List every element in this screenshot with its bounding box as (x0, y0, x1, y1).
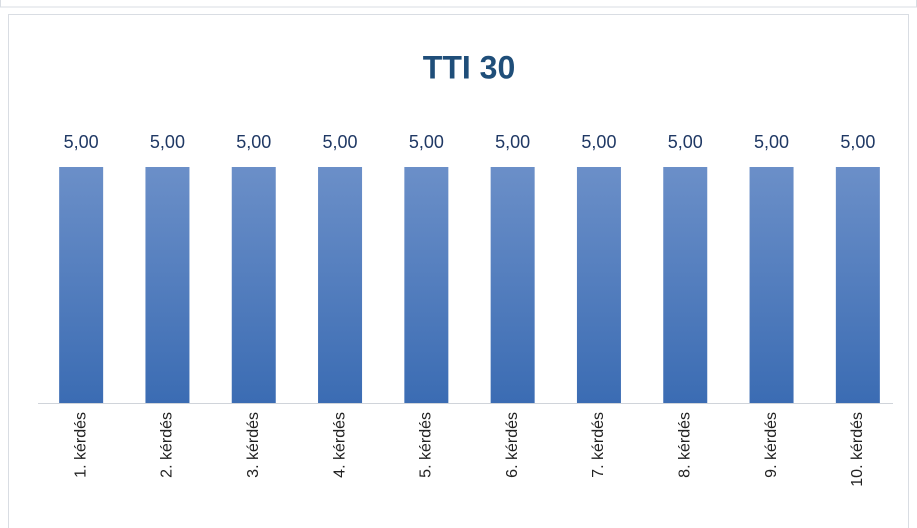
bar (576, 167, 621, 403)
x-tick-label: 5. kérdés (418, 412, 435, 478)
bar (835, 167, 880, 403)
data-label: 5,00 (64, 132, 99, 152)
x-tick-label: 7. kérdés (590, 412, 607, 478)
bar (663, 167, 708, 403)
bar (231, 167, 276, 403)
bar (145, 167, 190, 403)
bar (490, 167, 535, 403)
data-label: 5,00 (495, 132, 530, 152)
data-label: 5,00 (581, 132, 616, 152)
x-tick-label: 4. kérdés (331, 412, 348, 478)
x-tick-label: 2. kérdés (159, 412, 176, 478)
data-label: 5,00 (754, 132, 789, 152)
data-label: 5,00 (236, 132, 271, 152)
bar (404, 167, 449, 403)
x-tick-label: 1. kérdés (72, 412, 89, 478)
data-label: 5,00 (323, 132, 358, 152)
data-label: 5,00 (668, 132, 703, 152)
data-label: 5,00 (840, 132, 875, 152)
top-panel (0, 0, 917, 8)
x-tick-label: 8. kérdés (676, 412, 693, 478)
bar (749, 167, 794, 403)
bar (59, 167, 104, 403)
x-tick-label: 10. kérdés (849, 412, 866, 487)
bar (318, 167, 363, 403)
x-tick-label: 6. kérdés (504, 412, 521, 478)
data-label: 5,00 (409, 132, 444, 152)
chart-title: TTI 30 (423, 49, 515, 85)
x-tick-label: 9. kérdés (763, 412, 780, 478)
x-tick-label: 3. kérdés (245, 412, 262, 478)
data-label: 5,00 (150, 132, 185, 152)
